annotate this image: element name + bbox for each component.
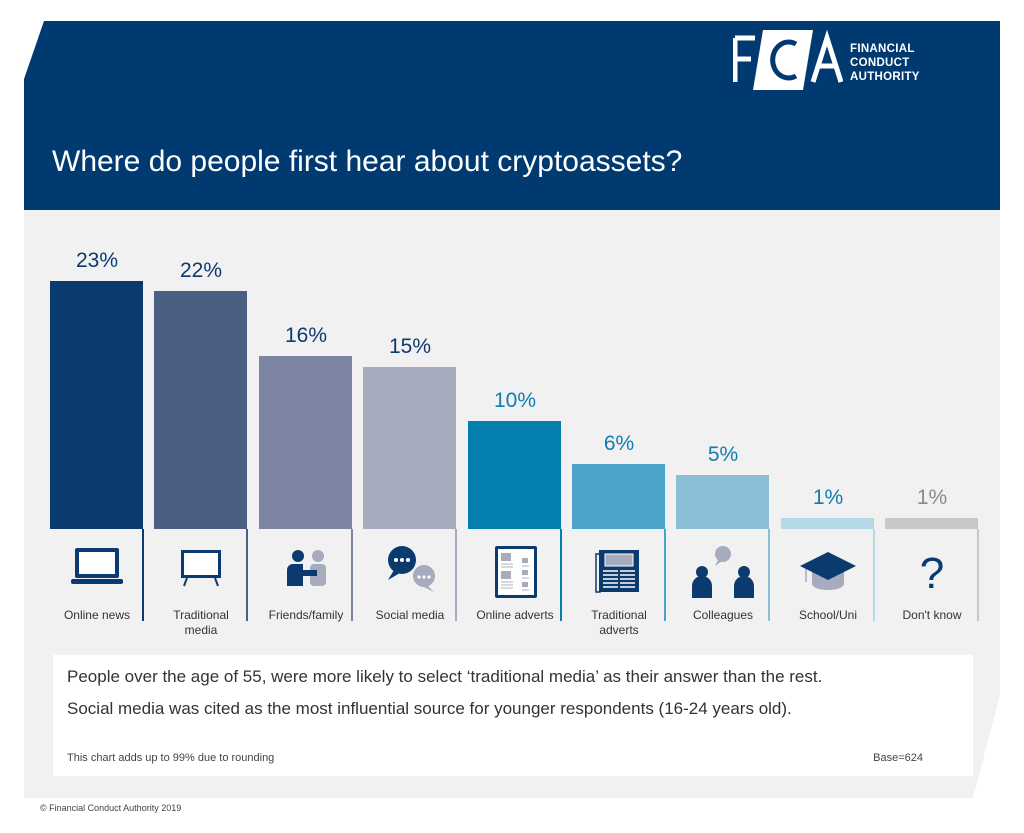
category-label: Social media bbox=[375, 608, 445, 622]
bar bbox=[781, 518, 874, 529]
page-title: Where do people first hear about cryptoa… bbox=[52, 145, 683, 178]
logo-text: FINANCIAL CONDUCT AUTHORITY bbox=[850, 42, 920, 84]
graduation-cap-icon bbox=[776, 544, 880, 600]
category-label: Friends/family bbox=[268, 608, 344, 622]
data-label: 15% bbox=[388, 335, 432, 358]
newspaper-icon bbox=[567, 544, 671, 600]
data-label: 23% bbox=[75, 248, 119, 272]
bar bbox=[468, 421, 561, 529]
logo-line: AUTHORITY bbox=[850, 71, 920, 83]
note-line-1: People over the age of 55, were more lik… bbox=[67, 667, 823, 686]
data-label: 5% bbox=[707, 443, 739, 466]
bar-divider bbox=[977, 529, 979, 621]
bar-divider bbox=[351, 529, 353, 621]
category-label: Online news bbox=[63, 608, 131, 622]
data-label: 16% bbox=[284, 324, 328, 348]
note-line-2: Social media was cited as the most influ… bbox=[67, 699, 792, 718]
data-label: 10% bbox=[493, 389, 537, 412]
bar-divider bbox=[873, 529, 875, 621]
bar bbox=[363, 367, 456, 529]
category-label: Online adverts bbox=[476, 608, 554, 622]
category-label: Traditional media bbox=[173, 608, 229, 637]
bar bbox=[572, 464, 665, 529]
tv-icon bbox=[149, 544, 253, 600]
bar-divider bbox=[142, 529, 144, 621]
question-mark-icon: ? bbox=[880, 544, 984, 600]
bar bbox=[885, 518, 978, 529]
bar bbox=[154, 291, 247, 529]
bar-divider bbox=[560, 529, 562, 621]
bar-divider bbox=[664, 529, 666, 621]
chat-bubbles-icon bbox=[358, 544, 462, 600]
bar-divider bbox=[455, 529, 457, 621]
colleagues-icon bbox=[671, 544, 775, 600]
note-box: People over the age of 55, were more lik… bbox=[53, 655, 973, 776]
category-label: Traditional adverts bbox=[591, 608, 647, 637]
header-banner: Where do people first hear about cryptoa… bbox=[24, 21, 1000, 210]
bar bbox=[676, 475, 769, 529]
fca-logo-mark bbox=[733, 30, 843, 90]
category-label: Colleagues bbox=[692, 608, 754, 622]
bar bbox=[259, 356, 352, 529]
bar-divider bbox=[768, 529, 770, 621]
friends-icon bbox=[254, 544, 358, 600]
data-label: 6% bbox=[603, 432, 635, 456]
laptop-icon bbox=[45, 544, 149, 600]
logo-line: FINANCIAL bbox=[850, 43, 915, 55]
base-size: Base=624 bbox=[873, 752, 923, 764]
data-label: 1% bbox=[916, 486, 948, 510]
bar bbox=[50, 280, 143, 529]
bar-divider bbox=[246, 529, 248, 621]
category-label: Don't know bbox=[902, 608, 962, 622]
data-label: 1% bbox=[812, 486, 844, 510]
copyright: © Financial Conduct Authority 2019 bbox=[40, 803, 182, 813]
fca-logo: FINANCIAL CONDUCT AUTHORITY bbox=[733, 30, 963, 90]
data-label: 22% bbox=[179, 259, 223, 283]
logo-line: CONDUCT bbox=[850, 57, 910, 69]
svg-text:?: ? bbox=[920, 549, 944, 594]
footnote: This chart adds up to 99% due to roundin… bbox=[67, 752, 275, 764]
category-label: School/Uni bbox=[798, 608, 858, 622]
web-page-icon bbox=[463, 544, 567, 600]
